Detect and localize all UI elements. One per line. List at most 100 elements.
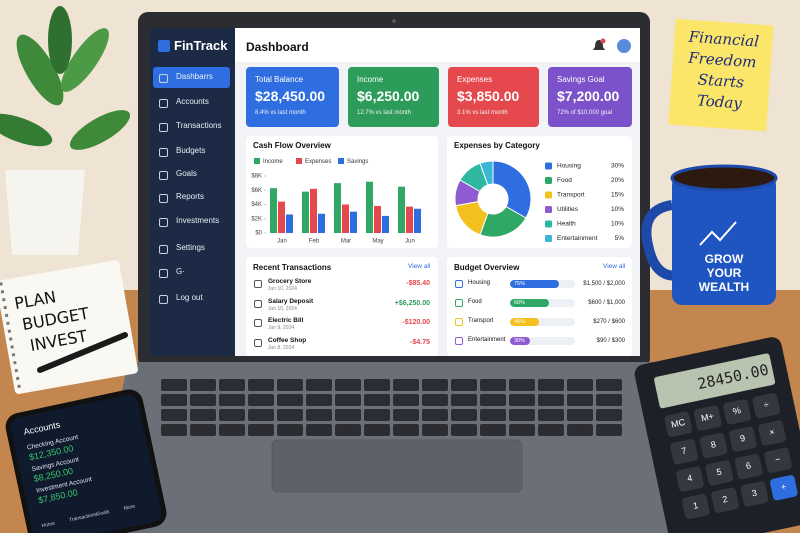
transaction-date: Jun 10, 2024 [268, 286, 297, 292]
calculator-key[interactable]: + [769, 474, 799, 502]
summary-card: Total Balance $28,450.00 8.4% vs last mont… [246, 67, 339, 127]
bar [366, 181, 373, 233]
view-all-link[interactable]: View all [603, 263, 626, 270]
card-value: $6,250.00 [357, 88, 420, 104]
bar [278, 201, 285, 233]
y-tick-label: $2K [251, 216, 262, 222]
calculator-key[interactable]: 2 [710, 486, 740, 514]
calculator-key[interactable]: 4 [675, 465, 705, 493]
bar [406, 206, 413, 233]
bar [270, 188, 277, 233]
phone-nav[interactable]: More [123, 503, 136, 512]
bar [334, 183, 341, 233]
legend-swatch [545, 206, 552, 213]
nav-item[interactable]: Log out [176, 293, 203, 302]
bar [342, 204, 349, 233]
calculator-key[interactable]: × [757, 419, 787, 447]
value-label: 5% [615, 235, 625, 242]
key-label: 7 [680, 445, 688, 457]
progress-bar [510, 337, 530, 345]
progress-bar [510, 318, 540, 326]
chart-title: Cash Flow Overview [253, 141, 332, 150]
keyboard [160, 378, 625, 438]
legend-swatch [545, 235, 552, 242]
calculator-key[interactable]: M+ [693, 404, 723, 432]
x-tick-label: Mar [341, 239, 351, 245]
progress-label: 30% [514, 338, 526, 344]
topbar [235, 28, 640, 62]
calculator-key[interactable]: 9 [728, 425, 758, 453]
budget-name: Housing [468, 280, 491, 286]
budget-name: Entertainment [468, 337, 506, 343]
nav-item[interactable]: Budgets [176, 146, 206, 155]
card-title: Total Balance [255, 75, 304, 84]
nav-icon [159, 171, 168, 180]
nav-item[interactable]: G· [176, 267, 185, 276]
x-tick-label: Jan [277, 239, 287, 245]
phone-nav[interactable]: Home [41, 520, 56, 530]
x-tick-label: Feb [309, 239, 320, 245]
legend-label: Income [263, 159, 283, 165]
phone-nav[interactable]: Transactions [68, 511, 98, 524]
calculator-key[interactable]: 7 [669, 438, 699, 466]
nav-item[interactable]: Reports [176, 192, 205, 201]
bar [310, 188, 317, 233]
transaction-date: Jun 10, 2024 [268, 305, 297, 312]
key-label: 5 [715, 466, 723, 478]
key-label: 4 [686, 472, 694, 484]
bar [414, 208, 421, 233]
view-all-link[interactable]: View all [408, 263, 431, 270]
legend-swatch [545, 177, 552, 184]
calculator-key[interactable]: 1 [681, 493, 711, 520]
calculator-key[interactable]: % [722, 398, 752, 426]
nav-item[interactable]: Investments [176, 216, 220, 225]
calculator-key[interactable]: − [763, 447, 793, 474]
chart: Cash Flow Overview Income Expenses Savings $… [251, 141, 421, 245]
key-label: × [768, 426, 776, 438]
calculator-key[interactable]: MC [663, 410, 693, 438]
row-icon [455, 280, 463, 288]
row-icon [455, 337, 463, 345]
nav-icon [159, 245, 168, 254]
nav-item[interactable]: Transactions [176, 121, 222, 130]
value-label: 20% [611, 177, 624, 184]
page-title: Dashboard [246, 40, 309, 54]
transaction-date: Jun 8, 2024 [268, 344, 295, 351]
transaction-name: Electric Bill [268, 317, 304, 324]
row-icon [254, 319, 262, 327]
chart: Expenses by Category Housing 30% Food 20% Tra… [454, 141, 625, 242]
progress-track: 45% [510, 318, 575, 326]
legend-swatch [338, 158, 344, 164]
bar [318, 213, 325, 233]
legend-label: Transport [557, 192, 585, 199]
y-tick-label: $8K [251, 174, 262, 180]
phone-nav[interactable]: Goals [95, 509, 110, 518]
sticky-note [668, 18, 774, 132]
calculator-key[interactable]: ÷ [751, 392, 781, 419]
phone [5, 389, 167, 533]
calculator-key[interactable]: 6 [734, 453, 764, 480]
nav-item[interactable]: Accounts [176, 97, 209, 106]
avatar [617, 39, 631, 53]
calculator-key[interactable]: 5 [704, 459, 734, 487]
legend-swatch [545, 220, 552, 228]
legend-swatch [296, 158, 302, 164]
nav-item[interactable]: Dashbarrs [176, 72, 213, 81]
bar [302, 191, 309, 233]
nav-item[interactable]: Settings [176, 243, 205, 252]
calculator-key[interactable]: 8 [698, 432, 729, 459]
nav-item[interactable]: Goals [176, 169, 197, 178]
card-title: Expenses [457, 75, 493, 84]
transaction-name: Coffee Shop [268, 336, 307, 344]
progress-track: 75% [510, 280, 575, 288]
legend-label: Housing [557, 163, 581, 170]
bar [374, 205, 381, 233]
nav-icon [159, 194, 168, 203]
card-value: $7,200.00 [557, 88, 620, 104]
budget-name: Transport [468, 318, 494, 324]
bar [382, 215, 389, 233]
calculator-key[interactable]: 3 [739, 480, 769, 508]
panel-title: Recent Transactions [253, 263, 332, 272]
